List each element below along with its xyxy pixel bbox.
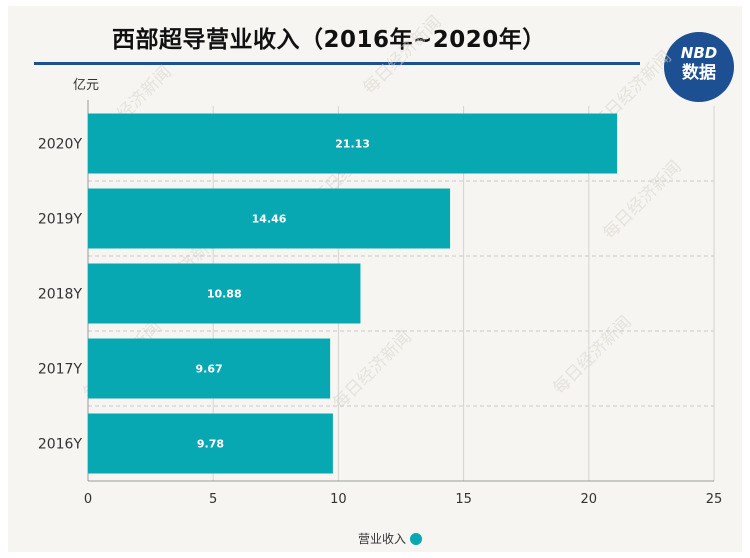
unit-label: 亿元 (73, 78, 100, 93)
category-label: 2016Y (38, 437, 83, 453)
x-tick-label: 15 (455, 492, 472, 507)
category-label: 2017Y (38, 362, 83, 378)
data-label: 9.78 (197, 438, 224, 451)
watermark-text: 每日经济新闻 (549, 312, 635, 398)
category-label: 2019Y (38, 212, 83, 228)
bar-2019Y (88, 188, 451, 249)
x-tick-label: 0 (84, 492, 92, 507)
legend-label: 营业收入 (358, 532, 407, 546)
data-label: 9.67 (195, 363, 222, 376)
chart-title: 西部超导营业收入（2016年~2020年） (112, 27, 546, 53)
data-label: 21.13 (335, 138, 370, 151)
category-label: 2018Y (38, 287, 83, 303)
legend: 营业收入 (358, 530, 423, 547)
data-label: 10.88 (207, 288, 242, 301)
x-tick-label: 10 (330, 492, 347, 507)
title-underline (34, 62, 640, 65)
watermark-text: 每日经济新闻 (329, 327, 415, 413)
legend-swatch (410, 533, 423, 545)
nbd-logo: NBD 数据 (664, 32, 734, 102)
x-tick-label: 20 (581, 492, 598, 507)
category-label: 2020Y (38, 137, 83, 153)
bar-2020Y (88, 113, 618, 174)
logo-top-text: NBD (680, 44, 718, 62)
bar-2018Y (88, 263, 361, 324)
bar-2017Y (88, 338, 331, 399)
x-tick-label: 5 (209, 492, 217, 507)
logo-bottom-text: 数据 (682, 63, 716, 83)
data-label: 14.46 (252, 213, 287, 226)
bar-2016Y (88, 413, 333, 474)
watermark-text: 每日经济新闻 (359, 12, 445, 98)
x-tick-label: 25 (706, 492, 723, 507)
